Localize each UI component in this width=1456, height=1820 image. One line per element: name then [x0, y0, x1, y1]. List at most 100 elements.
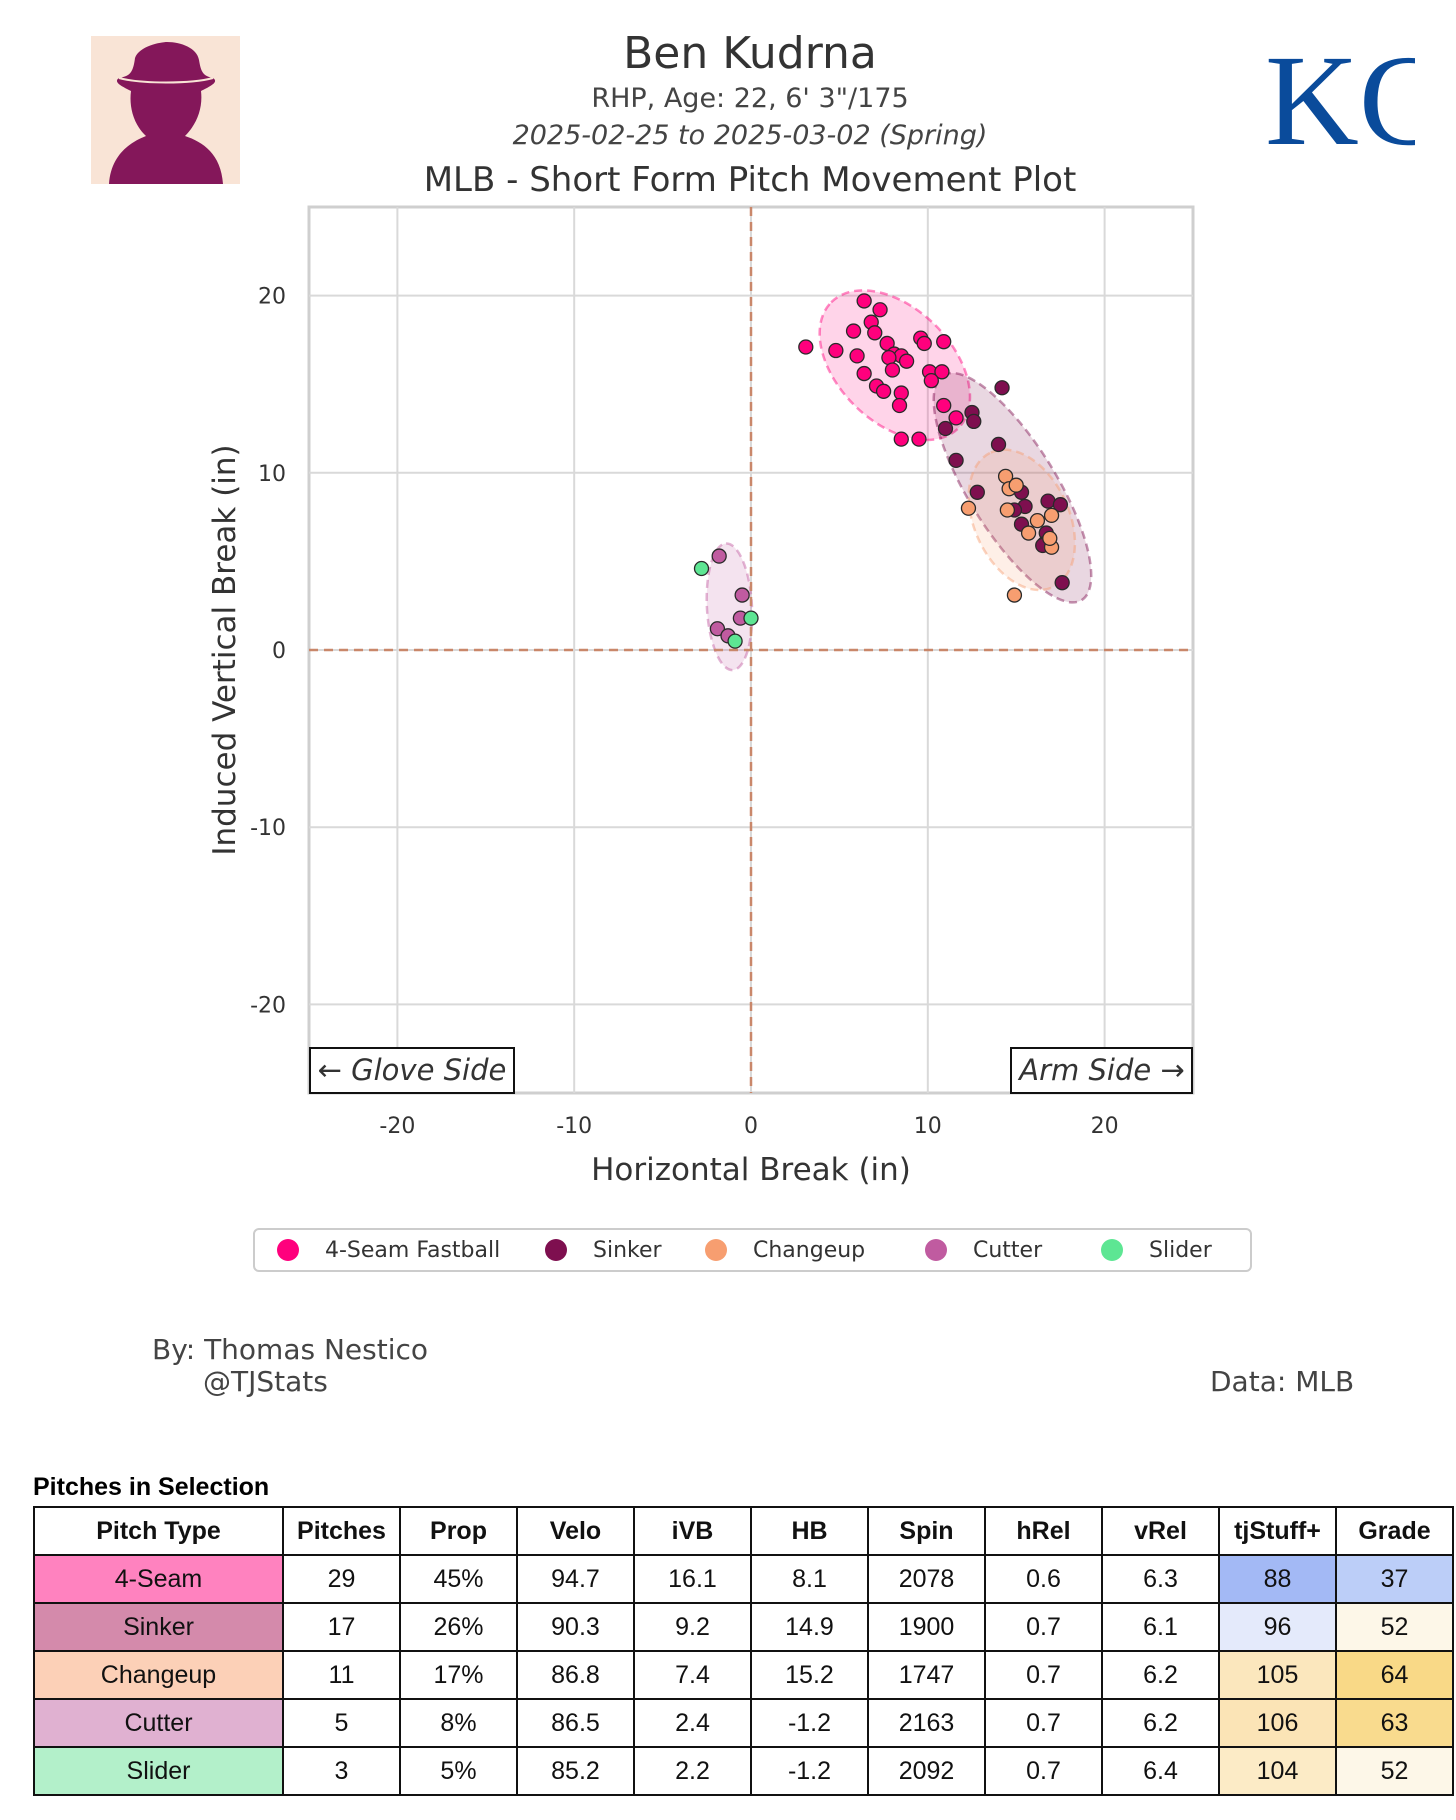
point-cutter — [711, 548, 727, 564]
credit-data-source: Data: MLB — [1210, 1365, 1355, 1398]
table-cell: 7.4 — [633, 1650, 752, 1700]
y-tick-label: 10 — [258, 462, 286, 487]
point-4-seam-fastball — [936, 397, 952, 414]
table-cell: 52 — [1335, 1602, 1454, 1652]
table-cell: 6.3 — [1101, 1554, 1220, 1604]
legend-item: Cutter — [925, 1230, 1042, 1270]
point-4-seam-fastball — [798, 339, 814, 355]
player-info: RHP, Age: 22, 6' 3"/175 — [591, 83, 909, 114]
table-cell: 85.2 — [516, 1746, 635, 1796]
player-name: Ben Kudrna — [623, 28, 877, 79]
date-range: 2025-02-25 to 2025-03-02 (Spring) — [512, 120, 988, 151]
legend-marker — [545, 1239, 567, 1261]
point-4-seam-fastball — [849, 348, 865, 364]
chart-points — [693, 293, 1070, 649]
legend-marker — [705, 1239, 727, 1261]
legend-item: 4-Seam Fastball — [277, 1230, 500, 1270]
table-body: 4-Seam 29 45% 94.7 16.1 8.1 2078 0.6 6.3 88 37 Sink… — [33, 1554, 1454, 1796]
point-4-seam-fastball — [911, 431, 927, 447]
table-row: Cutter 5 8% 86.5 2.4 -1.2 2163 0.7 6.2 106 63 — [33, 1698, 1454, 1748]
table-cell: 16.1 — [633, 1554, 752, 1604]
table-cell: 1900 — [867, 1602, 986, 1652]
point-4-seam-fastball — [884, 362, 901, 378]
y-axis-label: Induced Vertical Break (in) — [207, 444, 243, 855]
table-cell: 106 — [1218, 1698, 1337, 1748]
table-cell: 8.1 — [750, 1554, 869, 1604]
point-4-seam-fastball — [934, 364, 950, 380]
pitch-type-cell: Sinker — [33, 1602, 284, 1652]
point-4-seam-fastball — [893, 385, 909, 401]
player-headshot — [91, 36, 240, 184]
glove-side-label: ← Glove Side — [318, 1053, 507, 1087]
point-4-seam-fastball — [923, 373, 939, 389]
table-header-cell: tjStuff+ — [1218, 1506, 1337, 1556]
point-sinker — [1052, 497, 1069, 513]
table-cell: 29 — [282, 1554, 401, 1604]
point-changeup — [999, 502, 1016, 518]
point-changeup — [1006, 587, 1023, 603]
point-4-seam-fastball — [916, 335, 932, 352]
legend-label: 4-Seam Fastball — [325, 1237, 501, 1263]
table-cell: 11 — [282, 1650, 401, 1700]
table-cell: 2163 — [867, 1698, 986, 1748]
table-row: Sinker 17 26% 90.3 9.2 14.9 1900 0.7 6.1 96 52 — [33, 1602, 1454, 1652]
table-cell: 17% — [399, 1650, 518, 1700]
table-cell: 86.8 — [516, 1650, 635, 1700]
legend-label: Slider — [1149, 1237, 1212, 1263]
point-4-seam-fastball — [875, 383, 892, 399]
table-cell: 0.7 — [984, 1746, 1103, 1796]
table-row: Slider 3 5% 85.2 2.2 -1.2 2092 0.7 6.4 104 52 — [33, 1746, 1454, 1796]
x-tick-label: -20 — [379, 1114, 415, 1139]
table-cell: 0.7 — [984, 1602, 1103, 1652]
table-row: 4-Seam 29 45% 94.7 16.1 8.1 2078 0.6 6.3 88 37 — [33, 1554, 1454, 1604]
y-tick-label: 0 — [272, 639, 286, 664]
y-tick-label: 20 — [258, 285, 286, 310]
point-4-seam-fastball — [936, 334, 952, 350]
table-cell: 37 — [1335, 1554, 1454, 1604]
pitch-movement-chart: -20 -10 0 10 20 -20 -10 0 10 20 Horizontal Break … — [207, 205, 1195, 1188]
legend-item: Slider — [1101, 1230, 1212, 1270]
plot-title: MLB - Short Form Pitch Movement Plot — [423, 160, 1077, 200]
table-header-cell: Velo — [516, 1506, 635, 1556]
point-4-seam-fastball — [867, 325, 883, 341]
table-cell: -1.2 — [750, 1698, 869, 1748]
legend-item: Changeup — [705, 1230, 865, 1270]
table-header-cell: Pitch Type — [33, 1506, 284, 1556]
table-cell: 52 — [1335, 1746, 1454, 1796]
chart-labels: Horizontal Break (in) Induced Vertical Br… — [207, 444, 1193, 1188]
credit-author: By: Thomas Nestico — [152, 1333, 429, 1366]
table-cell: 96 — [1218, 1602, 1337, 1652]
table-cell: 2092 — [867, 1746, 986, 1796]
table-header-cell: Grade — [1335, 1506, 1454, 1556]
table-cell: 94.7 — [516, 1554, 635, 1604]
table-header-cell: iVB — [633, 1506, 752, 1556]
point-cutter — [734, 587, 750, 603]
table-cell: 2.2 — [633, 1746, 752, 1796]
table-cell: 6.2 — [1101, 1650, 1220, 1700]
legend-label: Changeup — [753, 1237, 866, 1263]
pitch-type-cell: Changeup — [33, 1650, 284, 1700]
legend-label: Sinker — [593, 1237, 662, 1263]
legend-marker — [277, 1239, 299, 1261]
pitch-type-cell: Slider — [33, 1746, 284, 1796]
point-changeup — [1008, 477, 1024, 493]
table-cell: 6.4 — [1101, 1746, 1220, 1796]
legend-marker — [925, 1239, 947, 1261]
legend-label: Cutter — [973, 1237, 1043, 1263]
point-changeup — [1043, 507, 1060, 523]
x-tick-label: 20 — [1091, 1114, 1119, 1139]
point-4-seam-fastball — [898, 353, 915, 369]
point-4-seam-fastball — [891, 397, 908, 414]
y-tick-label: -20 — [250, 993, 286, 1018]
table-cell: 5% — [399, 1746, 518, 1796]
point-sinker — [969, 484, 985, 500]
point-4-seam-fastball — [856, 365, 872, 382]
table-cell: 0.7 — [984, 1650, 1103, 1700]
legend-marker — [1101, 1239, 1123, 1261]
point-slider — [693, 560, 710, 577]
table-cell: 2078 — [867, 1554, 986, 1604]
table-row: Changeup 11 17% 86.8 7.4 15.2 1747 0.7 6.2 105 64 — [33, 1650, 1454, 1700]
point-cutter — [709, 621, 726, 637]
table-header-cell: Pitches — [282, 1506, 401, 1556]
point-4-seam-fastball — [828, 342, 844, 359]
